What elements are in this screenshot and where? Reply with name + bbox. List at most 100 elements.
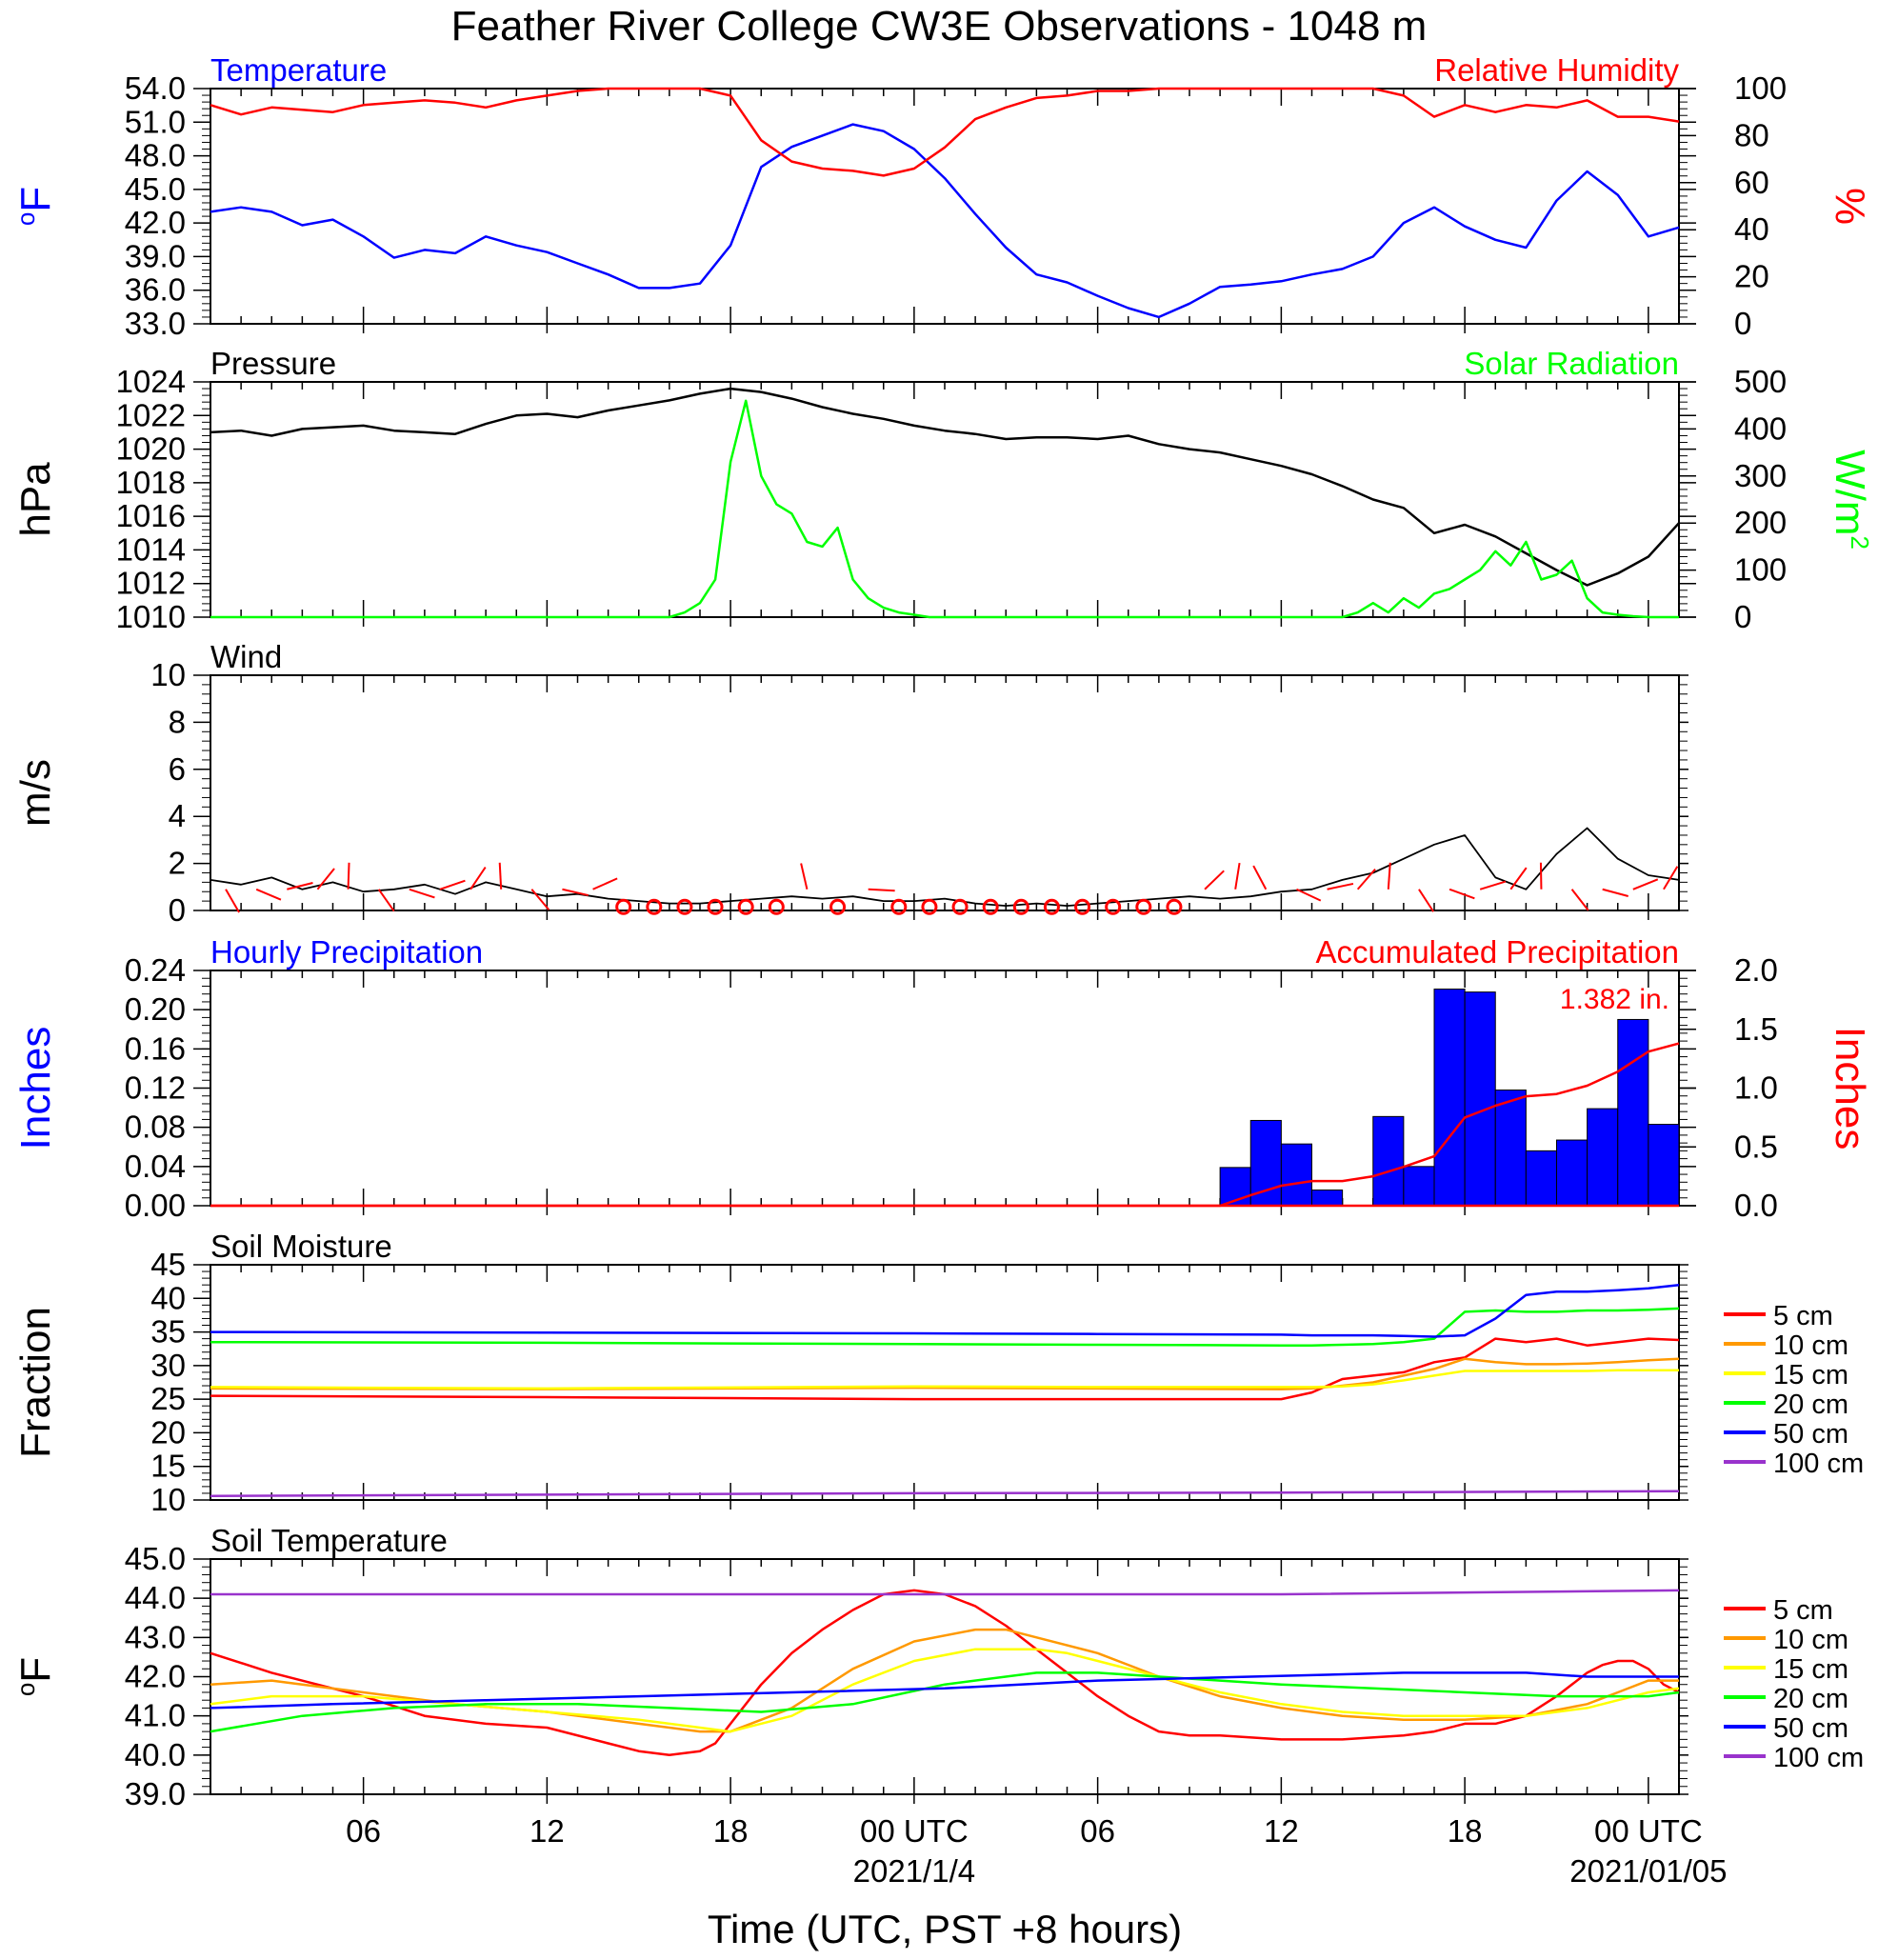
panel-title-left: Pressure (210, 346, 336, 381)
y-tick-label: 0.04 (125, 1149, 186, 1184)
wind-barb (1356, 868, 1376, 890)
y-tick-label: 0.00 (125, 1188, 186, 1223)
y-tick-label: 0.08 (125, 1110, 186, 1145)
chart-panels: 54.051.048.045.042.039.036.033.010080604… (11, 52, 1874, 1889)
panel-precipitation: 0.240.200.16 0.12 0.08 0.04 0.00 2.0 1.5 1.0 0.5… (12, 934, 1873, 1223)
calm-marker (982, 898, 999, 915)
panel-frame (210, 381, 1680, 618)
legend-label: 10 cm (1773, 1330, 1848, 1361)
degree-superscript: o (11, 212, 40, 226)
series-relative-humidity (210, 87, 1680, 177)
series-100-cm (210, 1490, 1680, 1498)
y-right-tick-label: 0.5 (1734, 1129, 1778, 1164)
y-right-tick-label: 40 (1734, 211, 1769, 247)
y-tick-label: 1022 (116, 397, 186, 432)
calm-marker (615, 898, 632, 915)
series-20-cm (210, 1307, 1680, 1347)
wind-barb (498, 862, 503, 890)
x-date-label: 2021/1/4 (853, 1853, 975, 1889)
series-10-cm (210, 1357, 1680, 1390)
y-right-tick-label: 200 (1734, 505, 1787, 540)
wind-barb (1327, 882, 1354, 890)
y-tick-label: 15 (150, 1449, 186, 1484)
wind-barb (470, 866, 487, 890)
y-right-tick-label: 0.0 (1734, 1188, 1778, 1223)
x-tick-label: 06 (1080, 1813, 1115, 1849)
figure-title: Feather River College CW3E Observations … (451, 3, 1428, 50)
y-right-tick-label: 500 (1734, 364, 1787, 399)
x-tick-label: 00 UTC (1594, 1813, 1703, 1849)
legend-label: 15 cm (1773, 1360, 1848, 1390)
wind-barb (592, 877, 618, 890)
hourly-precip-bar (1433, 989, 1466, 1207)
panel-wind: 10 8 6 4 2 0 Wind m/s (12, 639, 1688, 928)
unit-text: W/m (1827, 450, 1873, 535)
y-tick-label: 1024 (116, 364, 186, 399)
series-wind (210, 827, 1680, 907)
y-right-tick-label: 80 (1734, 117, 1769, 152)
wind-barb (1632, 878, 1659, 890)
y-tick-label: 0.24 (125, 952, 186, 988)
legend-label: 20 cm (1773, 1390, 1848, 1420)
series-temperature (210, 123, 1680, 319)
legend-label: 5 cm (1773, 1301, 1833, 1331)
calm-marker (1105, 898, 1122, 915)
wind-barb (1252, 865, 1268, 890)
y-tick-label: 0 (169, 892, 186, 928)
calm-marker (1135, 898, 1152, 915)
wind-barb (255, 888, 282, 901)
panel-title-left: Soil Moisture (210, 1229, 392, 1264)
y-tick-label: 10 (150, 657, 186, 692)
y-tick-label: 25 (150, 1381, 186, 1416)
y-axis-label-right: % (1827, 188, 1873, 225)
unit-superscript: 2 (1846, 535, 1874, 549)
calm-marker (921, 898, 938, 915)
y-tick-label: 45.0 (125, 171, 186, 207)
y-axis-label-left: hPa (12, 462, 59, 537)
panel-title-left: Temperature (210, 52, 387, 88)
calm-marker (707, 898, 724, 915)
y-tick-label: 10 (150, 1482, 186, 1517)
calm-marker (737, 898, 754, 915)
y-tick-label: 0.20 (125, 991, 186, 1027)
wind-barb (377, 889, 395, 912)
series-15-cm (210, 1648, 1680, 1733)
y-tick-label: 30 (150, 1348, 186, 1383)
panel-temperature-humidity: 54.051.048.045.042.039.036.033.0 100 80 60 4… (11, 52, 1873, 341)
wind-barb (1509, 867, 1528, 890)
legend-label: 50 cm (1773, 1419, 1848, 1450)
wind-barb (1479, 880, 1507, 890)
legend-label: 5 cm (1773, 1595, 1833, 1626)
y-tick-label: 4 (169, 798, 186, 833)
wind-barb (1234, 862, 1241, 890)
hourly-precip-bar (1280, 1143, 1312, 1207)
y-tick-label: 0.12 (125, 1070, 186, 1106)
wind-barb (1448, 888, 1475, 900)
hourly-precip-bar (1617, 1018, 1649, 1207)
series-100-cm (210, 1589, 1680, 1596)
wind-barb (225, 889, 240, 913)
y-tick-label: 33.0 (125, 306, 186, 341)
y-tick-label: 1014 (116, 531, 186, 567)
wind-barb (1296, 888, 1322, 902)
hourly-precip-bar (1403, 1166, 1435, 1207)
y-tick-label: 42.0 (125, 205, 186, 240)
hourly-precip-bar (1311, 1190, 1344, 1207)
wind-barb (316, 868, 335, 890)
calm-marker (1043, 898, 1060, 915)
wind-barb (1387, 862, 1391, 890)
x-tick-label: 00 UTC (860, 1813, 969, 1849)
panel-title-left: Soil Temperature (210, 1523, 448, 1558)
hourly-precip-bar (1525, 1150, 1557, 1207)
legend-label: 20 cm (1773, 1684, 1848, 1714)
y-tick-label: 36.0 (125, 272, 186, 308)
wind-barb (347, 862, 350, 890)
series-20-cm (210, 1671, 1680, 1733)
y-tick-label: 0.16 (125, 1030, 186, 1066)
hourly-precip-bar (1556, 1139, 1588, 1207)
y-right-tick-label: 100 (1734, 70, 1787, 106)
y-tick-label: 35 (150, 1314, 186, 1350)
